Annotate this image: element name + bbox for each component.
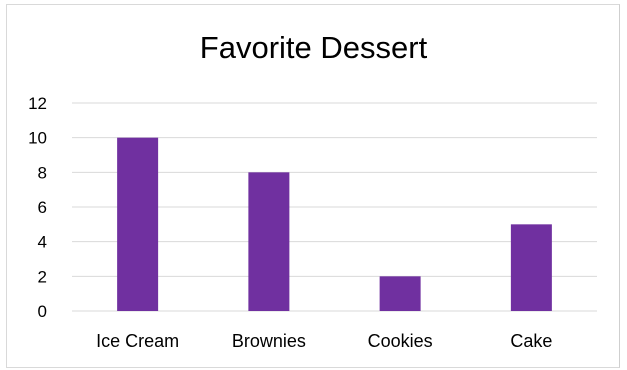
y-tick-label: 10 — [28, 129, 47, 148]
y-tick-label: 2 — [38, 267, 47, 286]
y-axis-ticks: 0 2 4 6 8 10 12 — [28, 94, 47, 321]
y-tick-label: 12 — [28, 94, 47, 113]
gridlines — [72, 102, 597, 312]
bar-ice-cream — [117, 137, 159, 311]
y-tick-label: 8 — [38, 163, 47, 182]
y-tick-label: 0 — [38, 302, 47, 321]
x-axis-categories: Ice Cream Brownies Cookies Cake — [96, 331, 552, 351]
bar-cookies — [379, 276, 421, 311]
bar-brownies — [248, 172, 290, 311]
x-category-label: Ice Cream — [96, 331, 179, 351]
x-category-label: Brownies — [232, 331, 306, 351]
y-tick-label: 4 — [38, 233, 47, 252]
chart-title: Favorite Dessert — [199, 30, 428, 65]
bar-cake — [510, 224, 552, 311]
bars — [117, 137, 552, 311]
x-category-label: Cookies — [368, 331, 433, 351]
y-tick-label: 6 — [38, 198, 47, 217]
x-category-label: Cake — [510, 331, 552, 351]
